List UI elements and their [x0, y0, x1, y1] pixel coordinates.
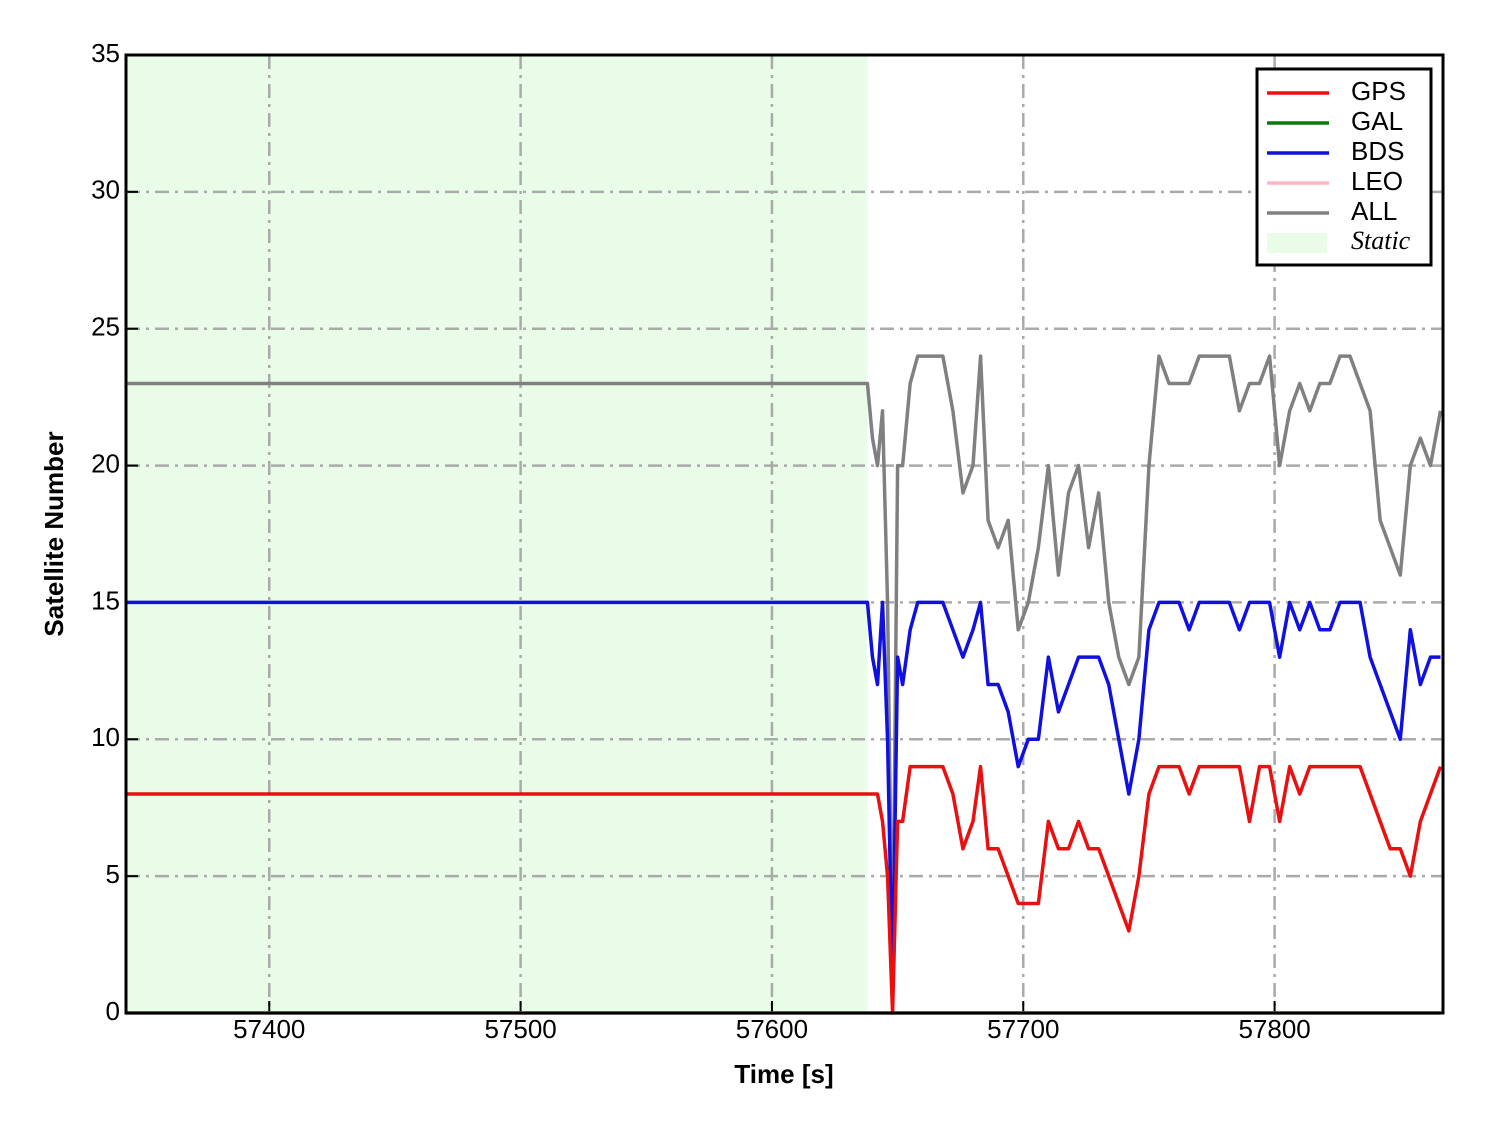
x-axis-label: Time [s]: [734, 1059, 833, 1089]
x-tick-label: 57800: [1238, 1014, 1310, 1044]
legend-label: BDS: [1351, 136, 1404, 166]
series-line: [126, 764, 1443, 1015]
y-tick-label: 35: [91, 38, 120, 68]
legend-label: GAL: [1351, 106, 1403, 136]
legend-label: LEO: [1351, 166, 1403, 196]
y-tick-label: 25: [91, 312, 120, 342]
x-tick-label: 57500: [484, 1014, 556, 1044]
legend-label: GPS: [1351, 76, 1406, 106]
legend-box: [1255, 67, 1433, 267]
y-axis-label: Satellite Number: [39, 431, 69, 636]
y-tick-label: 0: [106, 996, 120, 1026]
x-tick-label: 57600: [736, 1014, 808, 1044]
x-tick-label: 57700: [987, 1014, 1059, 1044]
plot-frame: [124, 53, 1445, 1015]
series-line: [126, 600, 1441, 988]
y-tick-label: 5: [106, 859, 120, 889]
y-tick-label: 20: [91, 448, 120, 478]
legend-swatch: [1267, 233, 1327, 253]
legend-label: Static: [1351, 226, 1411, 255]
y-tick-label: 30: [91, 175, 120, 205]
y-tick-label: 15: [91, 585, 120, 615]
legend-label: ALL: [1351, 196, 1397, 226]
x-tick-label: 57400: [233, 1014, 305, 1044]
series-line: [126, 354, 1443, 988]
static-region: [126, 55, 868, 1013]
y-tick-label: 10: [91, 722, 120, 752]
